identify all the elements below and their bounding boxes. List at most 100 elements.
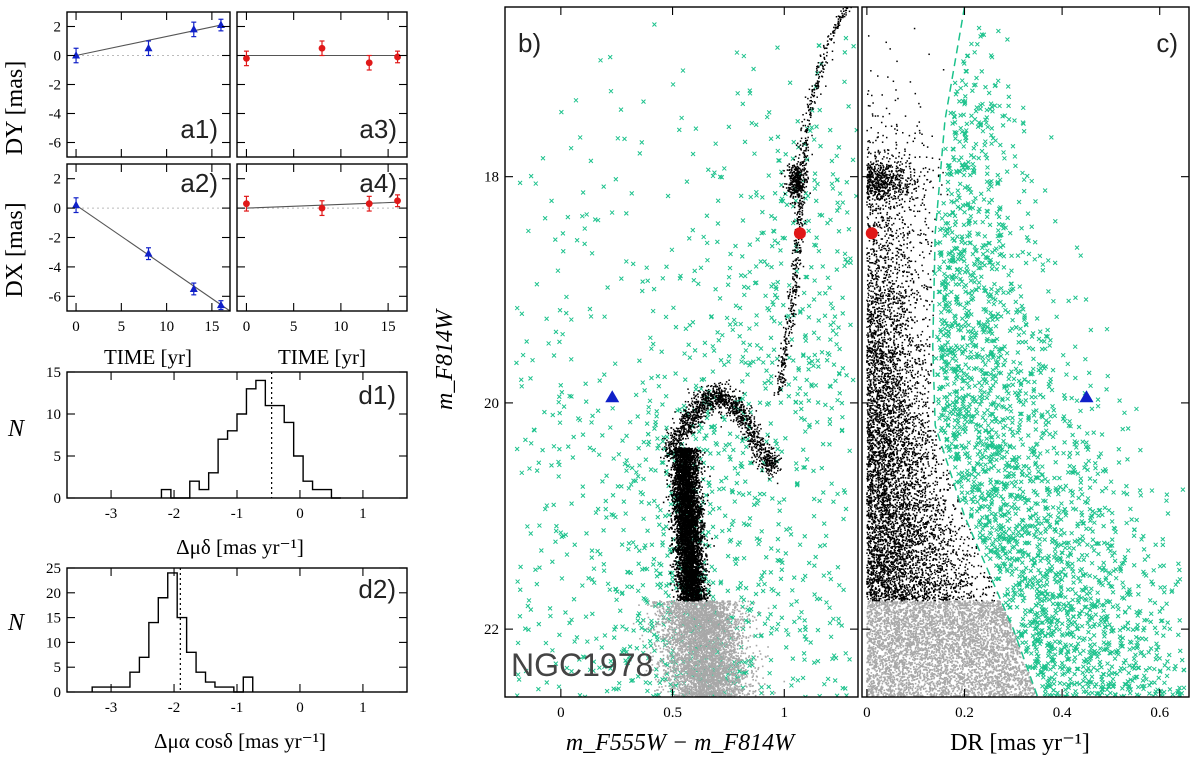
y-tick-label: 25 — [46, 561, 61, 577]
c-xlabel: DR [mas yr⁻¹] — [950, 730, 1090, 756]
y-tick-label: -6 — [49, 136, 62, 152]
data-point — [318, 44, 326, 52]
panel-a1-label: a1) — [180, 114, 218, 144]
y-tick-label: 18 — [484, 170, 499, 186]
y-tick-label: 0 — [54, 685, 62, 701]
data-point — [72, 200, 81, 209]
panel-a3-label: a3) — [359, 114, 397, 144]
a1-ylabel: DY [mas] — [2, 61, 28, 155]
x-tick-label: 5 — [118, 319, 126, 335]
x-tick-label: 1 — [359, 700, 367, 716]
panel-a4-label: a4) — [359, 168, 397, 198]
data-point — [394, 53, 401, 61]
x-tick-label: 10 — [159, 319, 174, 335]
data-point — [243, 200, 250, 208]
a2-ylabel: DX [mas] — [2, 202, 28, 297]
y-tick-label: 2 — [54, 20, 62, 36]
x-tick-label: 0 — [72, 319, 80, 335]
histogram-bars — [160, 379, 341, 499]
panel-c-label: c) — [1156, 28, 1178, 58]
x-tick-label: 0 — [296, 700, 304, 716]
y-tick-label: 10 — [46, 407, 61, 423]
x-tick-label: 1 — [359, 506, 367, 522]
a4-xlabel: TIME [yr] — [278, 345, 366, 369]
data-point — [144, 43, 153, 52]
b-xlabel: m_F555W − m_F814W — [566, 730, 796, 756]
a2-xlabel: TIME [yr] — [104, 345, 192, 369]
x-tick-label: -1 — [231, 700, 244, 716]
blue-triangle-star — [1079, 390, 1094, 403]
panel-c-frame — [861, 6, 1190, 698]
x-tick-label: -2 — [168, 700, 181, 716]
x-tick-label: -1 — [231, 506, 244, 522]
x-tick-label: 1 — [781, 705, 789, 721]
y-tick-label: -2 — [49, 78, 62, 94]
x-tick-label: 15 — [381, 319, 396, 335]
red-circle-star — [793, 227, 806, 240]
x-tick-label: -2 — [168, 506, 181, 522]
panel-d1-label: d1) — [358, 380, 396, 410]
blue-triangle-star — [605, 390, 620, 403]
y-tick-label: 20 — [46, 586, 61, 602]
selection-curve — [932, 7, 1039, 697]
panel-a2-label: a2) — [180, 168, 218, 198]
y-tick-label: -2 — [49, 231, 62, 247]
x-tick-label: 0 — [296, 506, 304, 522]
panel-a4: 0 5 10 15 a4) — [236, 163, 408, 335]
data-point — [72, 51, 81, 59]
d1-xlabel: Δμδ [mas yr⁻¹] — [176, 535, 304, 559]
y-tick-label: 15 — [46, 611, 61, 627]
x-tick-label: 0.4 — [1053, 705, 1072, 721]
panel-d2-frame — [66, 567, 408, 693]
panel-d2-label: d2) — [358, 574, 396, 604]
y-tick-label: 22 — [484, 622, 499, 638]
y-tick-label: 5 — [54, 449, 62, 465]
b-ylabel: m_F814W — [432, 308, 458, 410]
d2-xlabel: Δμα cosδ [mas yr⁻¹] — [154, 729, 326, 753]
d1-ylabel: N — [7, 416, 26, 442]
x-tick-label: 10 — [333, 319, 348, 335]
data-point — [394, 197, 401, 205]
y-tick-label: 0 — [54, 491, 62, 507]
x-tick-label: 0.2 — [955, 705, 974, 721]
y-tick-label: -4 — [49, 107, 62, 123]
x-tick-label: 5 — [290, 319, 298, 335]
x-tick-label: 0 — [863, 705, 871, 721]
histogram-bars — [91, 572, 254, 693]
y-tick-label: -4 — [49, 260, 62, 276]
d2-ylabel: N — [7, 610, 26, 636]
x-tick-label: 0 — [243, 319, 251, 335]
panel-a3: a3) — [236, 11, 408, 158]
data-point — [318, 204, 326, 212]
x-tick-label: 0.6 — [1150, 705, 1169, 721]
fit-line — [75, 204, 231, 312]
x-tick-label: -3 — [105, 700, 118, 716]
x-tick-label: -3 — [105, 506, 118, 522]
y-tick-label: 20 — [484, 396, 499, 412]
panel-b-label: b) — [518, 28, 541, 58]
cluster-name: NGC1978 — [511, 647, 653, 683]
fit-line — [75, 24, 222, 57]
y-tick-label: 5 — [54, 660, 62, 676]
y-tick-label: 0 — [54, 49, 62, 65]
y-tick-label: 0 — [54, 201, 62, 217]
y-tick-label: 15 — [46, 365, 61, 381]
panel-b-frame — [504, 6, 859, 698]
panel-c: 0 0.2 0.4 0.6 c) — [861, 6, 1190, 721]
y-tick-label: -6 — [49, 289, 62, 305]
x-tick-label: 15 — [204, 319, 219, 335]
panel-d1-frame — [66, 371, 408, 499]
data-point — [144, 249, 153, 257]
x-tick-label: 0 — [557, 705, 565, 721]
panel-b: 0 0.5 1 18 20 22 b) NGC1978 — [484, 6, 859, 721]
data-point — [216, 300, 225, 309]
data-point — [365, 200, 373, 208]
y-tick-label: 10 — [46, 635, 61, 651]
data-point — [189, 24, 198, 33]
data-point — [189, 284, 198, 292]
data-point — [365, 59, 373, 67]
